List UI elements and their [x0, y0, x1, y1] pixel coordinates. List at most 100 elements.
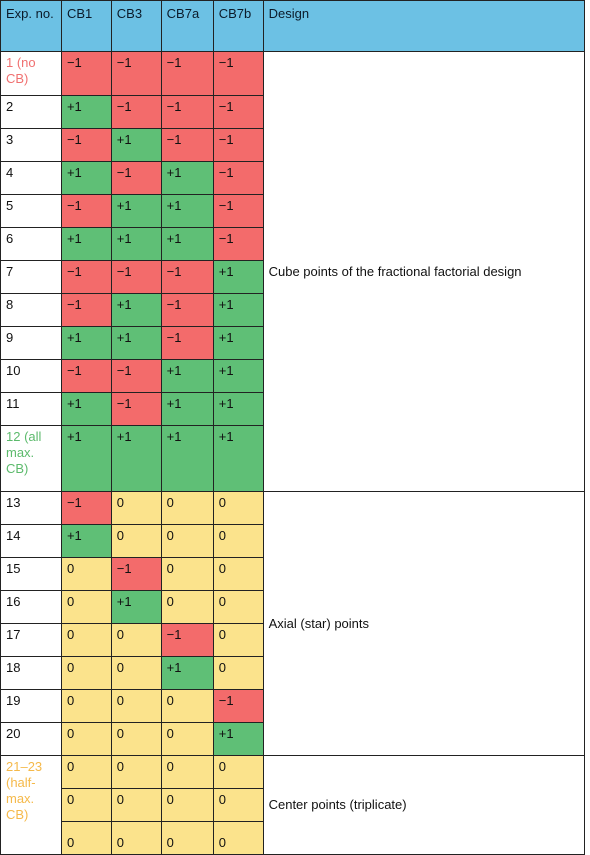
exp-number-cell: 7 — [0, 260, 62, 294]
factor-level-cell: 0 — [110, 722, 162, 756]
table-row: 3 −1 +1 −1 −1 — [0, 128, 585, 162]
table-row: 16 0 +1 0 0 — [0, 590, 585, 624]
exp-number-cell: 9 — [0, 326, 62, 360]
exp-number-cell: 21–23 (half-max. CB) — [0, 755, 62, 855]
factor-level-cell: 0 — [160, 491, 214, 525]
factor-level-cell: +1 — [110, 293, 162, 327]
header-row: Exp. no. CB1 CB3 CB7a CB7b Design — [0, 0, 586, 52]
factor-level-cell: +1 — [160, 425, 214, 492]
exp-number-cell: 3 — [0, 128, 62, 162]
header-cb1: CB1 — [60, 0, 112, 52]
factor-level-cell: +1 — [110, 128, 162, 162]
factor-level-cell: 0 — [110, 656, 162, 690]
factor-level-cell: +1 — [60, 227, 112, 261]
factor-level-cell: −1 — [160, 128, 214, 162]
factor-level-cell: −1 — [212, 95, 264, 129]
table-row: 4 +1 −1 +1 −1 — [0, 161, 585, 195]
exp-number-cell: 1 (no CB) — [0, 51, 62, 96]
factor-level-cell: 0 — [212, 755, 264, 789]
factor-level-cell: 0 — [160, 821, 214, 855]
factor-level-cell: −1 — [60, 51, 112, 96]
factor-level-cell: −1 — [110, 359, 162, 393]
factor-level-cell: +1 — [212, 425, 264, 492]
factor-level-cell: −1 — [60, 194, 112, 228]
factor-level-cell: −1 — [212, 51, 264, 96]
factor-level-cell: −1 — [110, 161, 162, 195]
exp-number-cell: 6 — [0, 227, 62, 261]
factor-level-cell: 0 — [212, 821, 264, 855]
factor-level-cell: +1 — [110, 227, 162, 261]
table-row: 18 0 0 +1 0 — [0, 656, 585, 690]
exp-number-cell: 20 — [0, 722, 62, 756]
factor-level-cell: +1 — [212, 260, 264, 294]
factor-level-cell: 0 — [110, 755, 162, 789]
factor-level-cell: +1 — [212, 359, 264, 393]
factor-level-cell: +1 — [212, 722, 264, 756]
factor-level-cell: +1 — [212, 326, 264, 360]
factor-level-cell: 0 — [160, 755, 214, 789]
header-cb7a: CB7a — [160, 0, 214, 52]
factor-level-cell: +1 — [160, 227, 214, 261]
factor-level-cell: −1 — [110, 260, 162, 294]
factor-level-cell: +1 — [60, 392, 112, 426]
design-group-cell: Center points (triplicate) — [262, 755, 586, 855]
table-row: 5 −1 +1 +1 −1 — [0, 194, 585, 228]
factor-level-cell: 0 — [110, 788, 162, 822]
factor-level-cell: 0 — [212, 557, 264, 591]
exp-number-cell: 12 (all max. CB) — [0, 425, 62, 492]
factor-level-cell: 0 — [212, 788, 264, 822]
exp-number-cell: 19 — [0, 689, 62, 723]
factor-level-cell: 0 — [160, 788, 214, 822]
table-row: 6 +1 +1 +1 −1 — [0, 227, 585, 261]
factor-level-cell: −1 — [212, 227, 264, 261]
factor-level-cell: −1 — [160, 95, 214, 129]
header-cb7b: CB7b — [212, 0, 264, 52]
factor-level-cell: −1 — [160, 260, 214, 294]
table-row: 1 (no CB) −1 −1 −1 −1 Cube points of the frac… — [0, 51, 586, 492]
factor-level-cell: +1 — [160, 359, 214, 393]
factor-level-cell: 0 — [110, 689, 162, 723]
factor-level-cell: −1 — [212, 689, 264, 723]
table-row: 14 +1 0 0 0 — [0, 524, 585, 558]
factor-level-cell: 0 — [60, 557, 112, 591]
table-row: 10 −1 −1 +1 +1 — [0, 359, 585, 393]
factor-level-cell: −1 — [160, 326, 214, 360]
exp-number-cell: 14 — [0, 524, 62, 558]
factor-level-cell: 0 — [60, 821, 112, 855]
factor-level-cell: −1 — [212, 161, 264, 195]
factor-level-cell: 0 — [60, 788, 112, 822]
factor-level-cell: −1 — [110, 95, 162, 129]
table-row: 9 +1 +1 −1 +1 — [0, 326, 585, 360]
factor-level-cell: −1 — [110, 557, 162, 591]
factor-level-cell: −1 — [212, 194, 264, 228]
header-cb3: CB3 — [110, 0, 162, 52]
table-row: 13 −1 0 0 0 Axial (star) points — [0, 491, 586, 756]
factor-level-cell: 0 — [110, 821, 162, 855]
factor-level-cell: 0 — [110, 524, 162, 558]
factor-level-cell: −1 — [160, 623, 214, 657]
factor-level-cell: 0 — [212, 590, 264, 624]
design-group-cell: Cube points of the fractional factorial … — [262, 51, 586, 492]
factor-level-cell: 0 — [160, 524, 214, 558]
factor-level-cell: +1 — [60, 524, 112, 558]
exp-number-cell: 16 — [0, 590, 62, 624]
factor-level-cell: 0 — [110, 491, 162, 525]
exp-number-cell: 13 — [0, 491, 62, 525]
factor-level-cell: −1 — [212, 128, 264, 162]
factor-level-cell: 0 — [60, 755, 112, 789]
factor-level-cell: +1 — [110, 590, 162, 624]
header-exp: Exp. no. — [0, 0, 62, 52]
factor-level-cell: −1 — [160, 293, 214, 327]
factor-level-cell: +1 — [110, 194, 162, 228]
factor-level-cell: 0 — [60, 623, 112, 657]
table-row: 2 +1 −1 −1 −1 — [0, 95, 585, 129]
table-row: 15 0 −1 0 0 — [0, 557, 585, 591]
factor-level-cell: −1 — [60, 260, 112, 294]
factor-level-cell: 0 — [160, 590, 214, 624]
table-row: 21–23 (half-max. CB) 0 0 0 0 Center points (t… — [0, 755, 586, 855]
factor-level-cell: 0 — [160, 689, 214, 723]
factor-level-cell: +1 — [60, 326, 112, 360]
factor-level-cell: 0 — [110, 623, 162, 657]
